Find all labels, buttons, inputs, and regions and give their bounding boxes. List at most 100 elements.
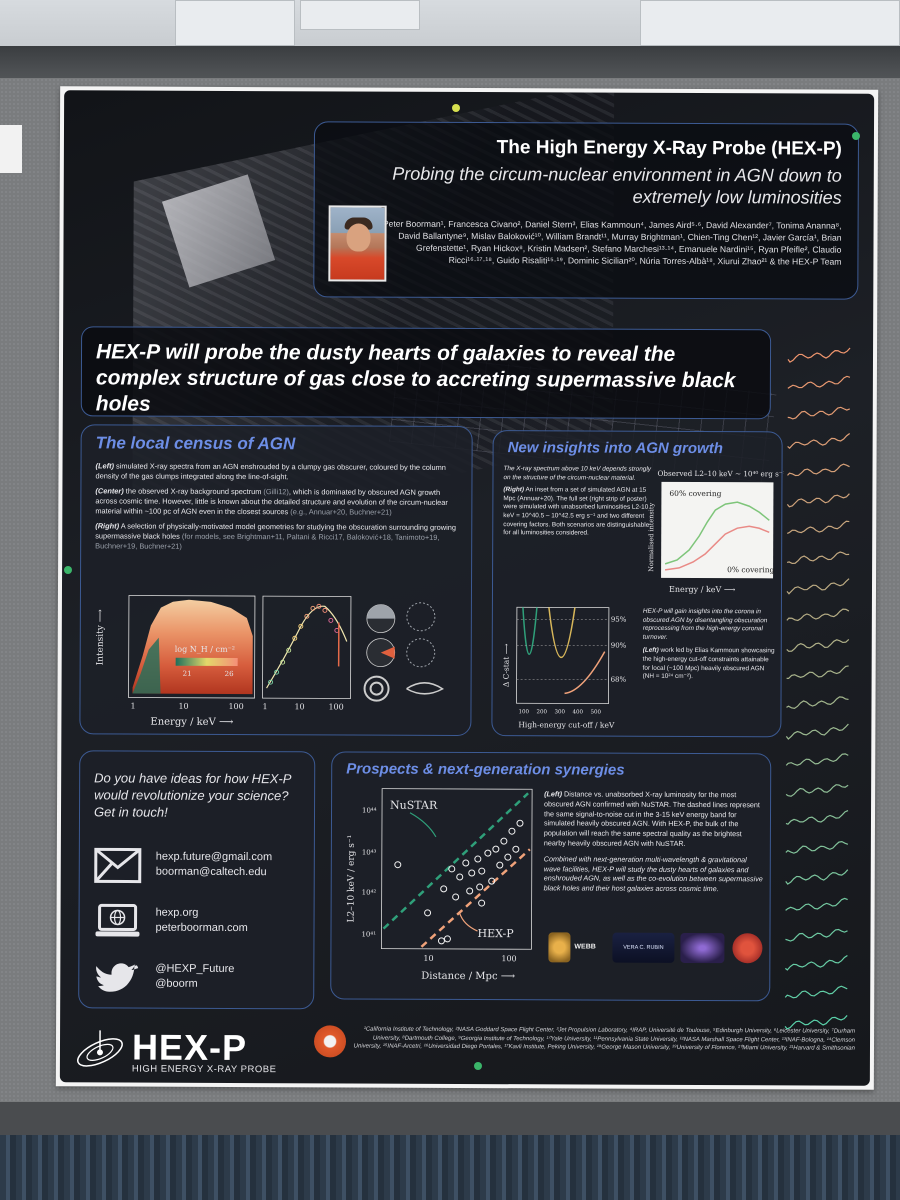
rubin-logo: VERA C. RUBIN xyxy=(612,932,675,963)
xtick-100: 100 xyxy=(501,954,516,963)
geometry-models xyxy=(363,602,444,702)
facility-logos: WEBB VERA C. RUBIN xyxy=(548,930,768,967)
spectra-xlabel: Energy / keV ⟶ xyxy=(150,717,233,728)
spectra-axes xyxy=(128,595,256,699)
ytick-43: 10⁴³ xyxy=(362,849,377,857)
webb-logo: WEBB xyxy=(574,943,596,951)
agn-points xyxy=(394,819,524,945)
growth-figures: Observed L2–10 keV ~ 10⁴⁰ erg s⁻¹ 60% co… xyxy=(502,469,784,730)
conf-90: 90% xyxy=(611,642,627,650)
website-peterboorman[interactable]: peterboorman.com xyxy=(155,921,248,935)
label-0-covering: 0% covering xyxy=(727,565,775,574)
hexp-label: HEX-P xyxy=(477,927,514,940)
photo-face xyxy=(346,223,371,252)
contact-question: Do you have ideas for how HEX-P would re… xyxy=(93,770,291,820)
strip-spectrum xyxy=(786,578,850,595)
growth-t4: work led by Elias Kammoun showcasing the… xyxy=(642,647,775,681)
strip-spectrum xyxy=(784,954,848,971)
colorbar-max: 26 xyxy=(225,670,234,678)
poster-title: The High Energy X-Ray Probe (HEX-P) xyxy=(496,137,842,160)
strip-spectrum xyxy=(784,1015,848,1030)
strip-spectrum xyxy=(786,493,850,508)
xrb-points xyxy=(268,603,340,685)
strip-spectrum xyxy=(787,406,850,420)
hexp-logo-subtitle: HIGH ENERGY X-RAY PROBE xyxy=(131,1063,277,1076)
strip-spectrum xyxy=(787,375,851,389)
xrb-axes xyxy=(262,595,352,699)
affiliations: ¹California Institute of Technology, ²NA… xyxy=(353,1026,856,1052)
ceiling-beam xyxy=(175,0,295,46)
xrb-tick-100: 100 xyxy=(328,702,343,711)
push-pin xyxy=(852,132,860,140)
push-pin xyxy=(474,1062,482,1070)
inset-ylabel: Normalised intensity xyxy=(647,503,655,572)
local-census-section: The local census of AGN (Left) simulated… xyxy=(79,424,473,737)
email-boorman[interactable]: boorman@caltech.edu xyxy=(155,865,267,879)
strip-spectrum xyxy=(785,841,849,854)
cutoff-curve-yellow xyxy=(548,607,576,659)
strip-spectrum xyxy=(786,639,850,652)
contact-email: hexp.future@gmail.com boorman@caltech.ed… xyxy=(94,843,309,894)
mission-patch-logo xyxy=(732,933,763,964)
poster-canvas: The High Energy X-Ray Probe (HEX-P) Prob… xyxy=(59,90,875,1086)
spectra-tick-10: 10 xyxy=(178,702,188,711)
hexp-orbit-logo xyxy=(77,1030,123,1067)
cutoff-xlabel: High-energy cut-off / keV xyxy=(518,720,615,729)
strip-spectrum xyxy=(787,347,851,363)
strip-spectrum xyxy=(785,753,849,766)
contact-web: hexp.org peterboorman.com xyxy=(93,899,308,950)
neighbor-poster-edge xyxy=(0,125,22,173)
poster-footer: HEX-P HIGH ENERGY X-RAY PROBE ¹Californi… xyxy=(70,1018,860,1081)
poster-subtitle: Probing the circum-nuclear environment i… xyxy=(392,163,842,208)
ceiling-beam xyxy=(300,0,420,30)
cutoff-curve-green xyxy=(522,607,538,656)
ceiling-beam xyxy=(640,0,900,46)
laptop-globe-icon xyxy=(95,903,140,937)
push-pin xyxy=(452,104,460,112)
email-hexp[interactable]: hexp.future@gmail.com xyxy=(155,850,273,864)
growth-t3: HEX-P will gain insights into the corona… xyxy=(642,607,768,641)
inset-axes xyxy=(661,481,774,579)
spectra-ylabel: Intensity ⟶ xyxy=(96,609,106,665)
strip-spectrum xyxy=(784,985,848,999)
label-60-covering: 60% covering xyxy=(669,489,721,498)
envelope-icon xyxy=(94,847,142,884)
spectra-fan xyxy=(132,599,253,695)
headline-box: HEX-P will probe the dusty hearts of gal… xyxy=(80,326,772,420)
strip-spectrum xyxy=(786,665,849,680)
strip-spectrum xyxy=(786,608,850,622)
website-hexp[interactable]: hexp.org xyxy=(155,906,199,919)
ytick-42: 10⁴² xyxy=(362,889,377,897)
prospects-section: Prospects & next-generation synergies xyxy=(330,751,772,1002)
cutoff-ylabel: Δ C-stat ⟶ xyxy=(502,643,511,687)
prospects-text: (Left) Distance vs. unabsorbed X-ray lum… xyxy=(544,789,764,900)
agn-growth-section: New insights into AGN growth The X-ray s… xyxy=(491,430,784,738)
cutoff-tick-500: 500 xyxy=(590,710,601,716)
ytick-44: 10⁴⁴ xyxy=(362,807,377,815)
poster: The High Energy X-Ray Probe (HEX-P) Prob… xyxy=(55,86,879,1090)
inset-60-curve xyxy=(664,501,770,565)
ytick-41: 10⁴¹ xyxy=(361,931,376,939)
twitter-boorm[interactable]: @boorm xyxy=(155,977,198,990)
headline-text: HEX-P will probe the dusty hearts of gal… xyxy=(95,340,736,416)
cutoff-axes xyxy=(516,606,610,705)
webb-mirror-icon xyxy=(548,932,571,963)
conf-95: 95% xyxy=(611,616,627,624)
cutoff-tick-100: 100 xyxy=(518,709,529,715)
prospects-xlabel: Distance / Mpc ⟶ xyxy=(421,971,515,982)
strip-spectrum xyxy=(787,463,850,477)
spectra-absorbed xyxy=(132,637,161,694)
institution-seal xyxy=(313,1025,347,1058)
census-figures: log N_H / cm⁻² 21 26 Intensity ⟶ 1 10 10… xyxy=(96,595,444,728)
nustar-label: NuSTAR xyxy=(390,799,438,812)
twitter-hexp[interactable]: @HEXP_Future xyxy=(155,962,235,975)
hexp-arrow xyxy=(459,912,478,932)
xrb-tick-10: 10 xyxy=(294,702,304,711)
twitter-bird-icon xyxy=(96,963,139,992)
colorbar-label: log N_H / cm⁻² xyxy=(175,645,235,654)
spectra-tick-100: 100 xyxy=(228,702,243,711)
strip-spectrum xyxy=(785,810,849,825)
cutoff-tick-400: 400 xyxy=(572,709,583,715)
prospects-ylabel: L2–10 keV / erg s⁻¹ xyxy=(347,835,357,923)
nustar-line xyxy=(382,792,529,930)
